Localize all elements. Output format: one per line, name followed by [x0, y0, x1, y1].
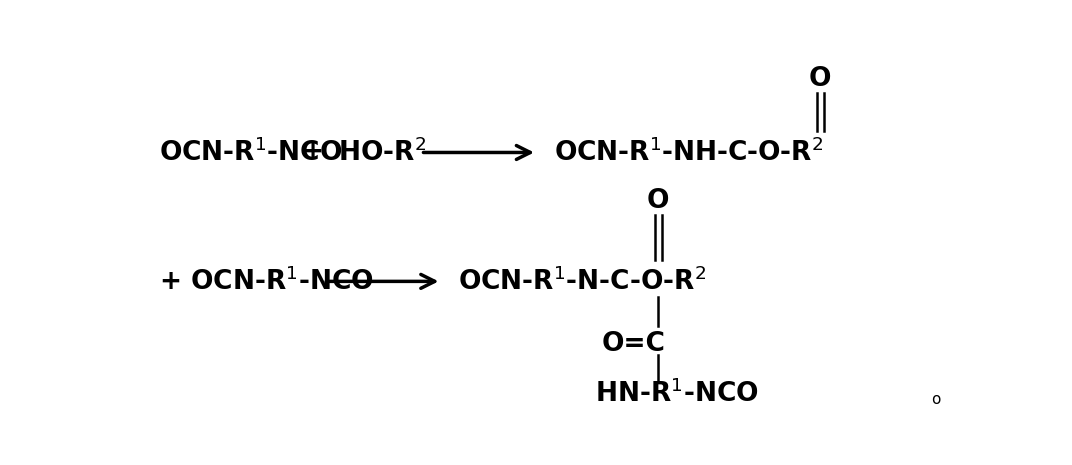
Text: O: O: [809, 66, 832, 92]
Text: + OCN-R$^1$-NCO: + OCN-R$^1$-NCO: [159, 267, 373, 296]
Text: OCN-R$^1$-NCO: OCN-R$^1$-NCO: [159, 138, 342, 167]
Text: HO-R$^2$: HO-R$^2$: [338, 138, 426, 167]
Text: O=C: O=C: [601, 331, 666, 357]
Text: OCN-R$^1$-NH-C-O-R$^2$: OCN-R$^1$-NH-C-O-R$^2$: [553, 138, 823, 167]
Text: OCN-R$^1$-N-C-O-R$^2$: OCN-R$^1$-N-C-O-R$^2$: [458, 267, 706, 296]
Text: O: O: [647, 188, 670, 214]
Text: o: o: [932, 392, 940, 407]
Text: HN-R$^1$-NCO: HN-R$^1$-NCO: [595, 380, 759, 408]
Text: +: +: [301, 140, 324, 166]
